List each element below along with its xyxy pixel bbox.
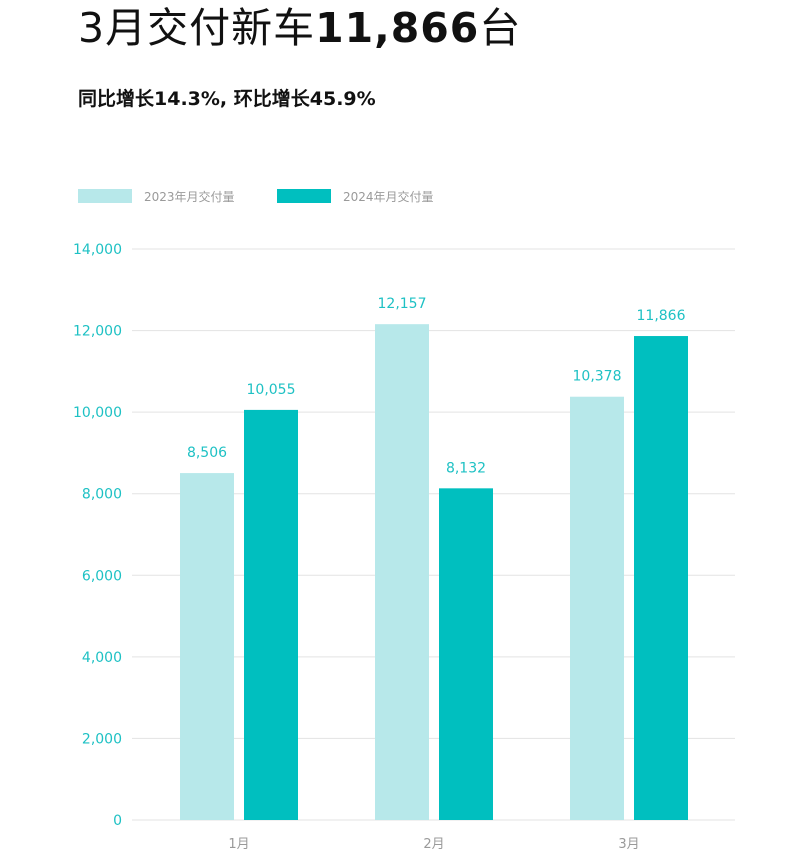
legend-swatch-2023 bbox=[78, 189, 132, 203]
legend-item-2024: 2024年月交付量 bbox=[277, 187, 434, 205]
bar-2023 bbox=[375, 324, 429, 820]
x-category-label: 1月 bbox=[228, 837, 249, 852]
y-tick-label: 14,000 bbox=[73, 242, 122, 258]
bar-2024 bbox=[244, 409, 298, 820]
legend-item-2023: 2023年月交付量 bbox=[78, 187, 235, 205]
x-category-label: 2月 bbox=[423, 837, 444, 852]
legend-swatch-2024 bbox=[277, 189, 331, 203]
legend-label-2023: 2023年月交付量 bbox=[144, 189, 235, 204]
bar-2024 bbox=[439, 488, 493, 820]
y-tick-label: 10,000 bbox=[73, 405, 122, 421]
x-category-label: 3月 bbox=[618, 837, 639, 852]
y-tick-label: 8,000 bbox=[82, 487, 122, 503]
bar-2023 bbox=[570, 396, 624, 820]
y-tick-label: 4,000 bbox=[82, 650, 122, 666]
data-label: 8,132 bbox=[446, 460, 486, 476]
data-label: 11,866 bbox=[637, 308, 686, 324]
data-label: 10,055 bbox=[247, 382, 296, 398]
y-tick-label: 0 bbox=[113, 813, 122, 829]
bar-2024 bbox=[634, 336, 688, 820]
page-subtitle: 同比增长14.3%, 环比增长45.9% bbox=[78, 88, 376, 110]
data-label: 10,378 bbox=[573, 369, 622, 385]
y-tick-label: 12,000 bbox=[73, 324, 122, 340]
data-label: 8,506 bbox=[187, 445, 227, 461]
title-number: 11,866 bbox=[315, 4, 480, 52]
y-tick-label: 2,000 bbox=[82, 731, 122, 747]
bar-2023 bbox=[180, 473, 234, 820]
y-tick-label: 6,000 bbox=[82, 568, 122, 584]
legend-label-2024: 2024年月交付量 bbox=[343, 189, 434, 204]
title-prefix: 3月交付新车 bbox=[78, 4, 316, 52]
data-label: 12,157 bbox=[378, 296, 427, 312]
title-suffix: 台 bbox=[479, 4, 522, 52]
page-title: 3月交付新车11,866台 bbox=[78, 2, 521, 54]
